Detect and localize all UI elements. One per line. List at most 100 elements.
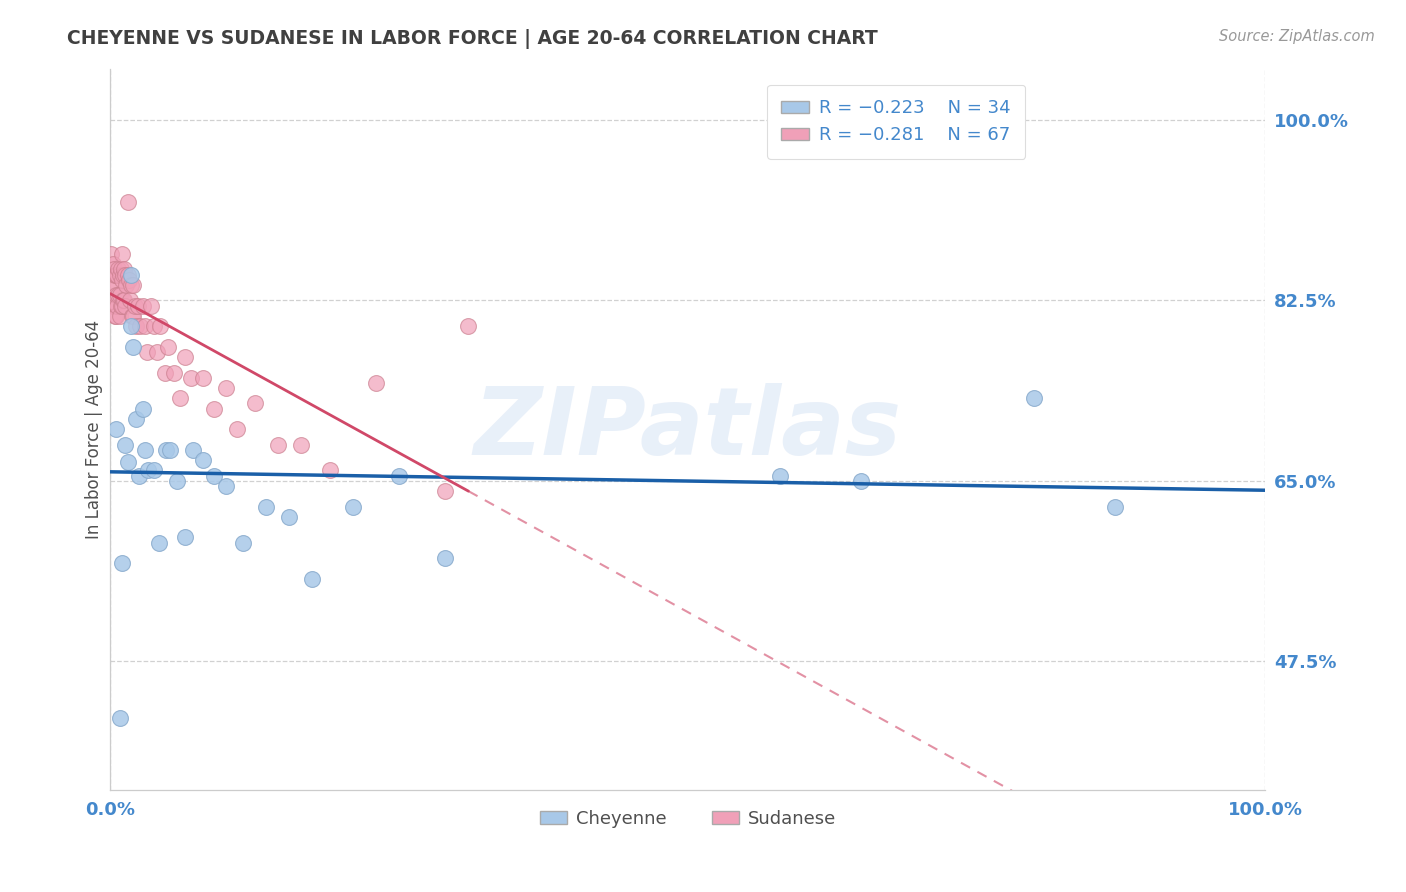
- Point: [101, 257, 124, 271]
- Point: [153, 366, 176, 380]
- Point: [111, 299, 134, 313]
- Text: ZIPatlas: ZIPatlas: [474, 384, 903, 475]
- Point: [107, 288, 129, 302]
- Point: [108, 309, 131, 323]
- Point: [115, 277, 138, 292]
- Point: [202, 468, 225, 483]
- Point: [319, 463, 342, 477]
- Point: [149, 319, 172, 334]
- Point: [108, 711, 131, 725]
- Point: [215, 381, 238, 395]
- Point: [122, 277, 145, 292]
- Point: [134, 442, 156, 457]
- Point: [111, 247, 134, 261]
- Point: [105, 288, 128, 302]
- Point: [434, 551, 457, 566]
- Point: [108, 268, 131, 282]
- Y-axis label: In Labor Force | Age 20-64: In Labor Force | Age 20-64: [86, 319, 103, 539]
- Point: [103, 277, 125, 292]
- Text: CHEYENNE VS SUDANESE IN LABOR FORCE | AGE 20-64 CORRELATION CHART: CHEYENNE VS SUDANESE IN LABOR FORCE | AG…: [67, 29, 879, 49]
- Point: [117, 195, 139, 210]
- Point: [108, 288, 131, 302]
- Point: [104, 309, 127, 323]
- Point: [112, 293, 135, 308]
- Point: [243, 396, 266, 410]
- Point: [120, 268, 142, 282]
- Point: [1104, 500, 1126, 514]
- Point: [278, 509, 301, 524]
- Point: [111, 293, 134, 308]
- Point: [145, 345, 167, 359]
- Point: [107, 262, 129, 277]
- Point: [101, 299, 124, 313]
- Point: [457, 319, 479, 334]
- Point: [191, 370, 214, 384]
- Point: [159, 442, 181, 457]
- Point: [105, 422, 128, 436]
- Point: [100, 247, 122, 261]
- Point: [169, 392, 191, 406]
- Point: [191, 453, 214, 467]
- Point: [139, 299, 162, 313]
- Point: [138, 463, 160, 477]
- Point: [202, 401, 225, 416]
- Point: [131, 401, 153, 416]
- Point: [290, 438, 312, 452]
- Point: [103, 299, 125, 313]
- Point: [388, 468, 411, 483]
- Point: [110, 262, 132, 277]
- Point: [120, 319, 142, 334]
- Point: [342, 500, 364, 514]
- Point: [163, 366, 186, 380]
- Point: [849, 474, 872, 488]
- Point: [143, 463, 166, 477]
- Point: [254, 500, 277, 514]
- Point: [183, 442, 205, 457]
- Point: [148, 535, 170, 549]
- Point: [124, 299, 146, 313]
- Point: [111, 268, 134, 282]
- Point: [118, 273, 141, 287]
- Point: [166, 474, 188, 488]
- Point: [114, 268, 136, 282]
- Point: [118, 293, 141, 308]
- Point: [117, 455, 139, 469]
- Point: [105, 309, 128, 323]
- Point: [128, 468, 150, 483]
- Point: [104, 268, 127, 282]
- Point: [112, 262, 135, 277]
- Point: [110, 299, 132, 313]
- Point: [111, 556, 134, 570]
- Point: [121, 309, 143, 323]
- Legend: Cheyenne, Sudanese: Cheyenne, Sudanese: [533, 803, 844, 835]
- Point: [155, 442, 177, 457]
- Point: [105, 299, 128, 313]
- Point: [114, 438, 136, 452]
- Point: [434, 484, 457, 499]
- Point: [174, 530, 197, 544]
- Point: [103, 262, 125, 277]
- Point: [105, 268, 128, 282]
- Point: [125, 412, 148, 426]
- Point: [1024, 392, 1046, 406]
- Point: [301, 572, 323, 586]
- Point: [157, 340, 180, 354]
- Point: [125, 319, 148, 334]
- Point: [120, 277, 142, 292]
- Point: [226, 422, 249, 436]
- Point: [143, 319, 166, 334]
- Point: [232, 535, 254, 549]
- Point: [100, 283, 122, 297]
- Point: [122, 340, 145, 354]
- Point: [105, 268, 128, 282]
- Point: [131, 299, 153, 313]
- Point: [111, 273, 134, 287]
- Point: [174, 350, 197, 364]
- Point: [127, 299, 149, 313]
- Point: [769, 468, 792, 483]
- Point: [136, 345, 159, 359]
- Point: [114, 299, 136, 313]
- Point: [117, 268, 139, 282]
- Point: [122, 309, 145, 323]
- Point: [129, 319, 152, 334]
